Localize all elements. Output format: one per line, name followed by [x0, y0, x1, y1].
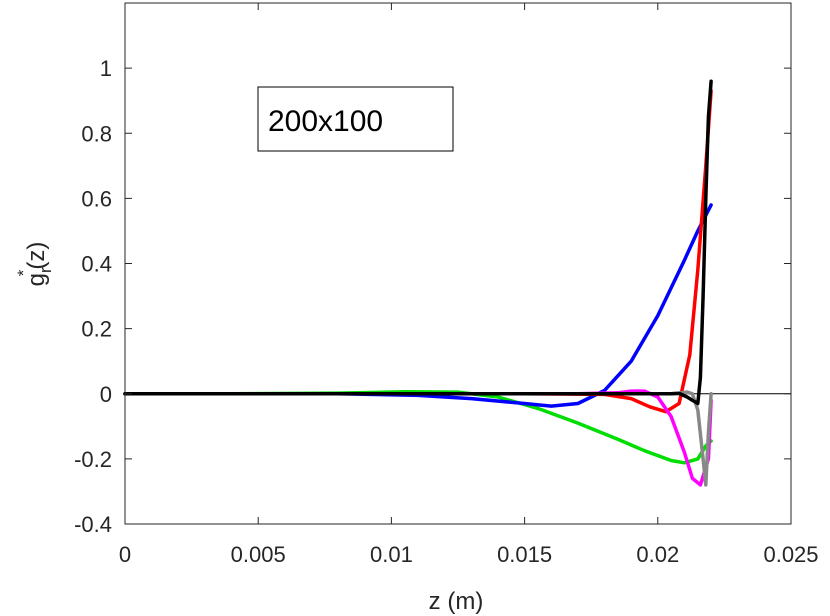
y-axis-label-arg: (z) [23, 242, 50, 270]
y-axis-label-sup: * [14, 269, 33, 276]
x-tick-label-0: 0 [119, 542, 131, 567]
y-ticks: -0.4 -0.2 0 0.2 0.4 0.6 0.8 1 [74, 56, 791, 537]
x-ticks: 0 0.005 0.01 0.015 0.02 0.025 [119, 3, 819, 567]
x-tick-label-3: 0.015 [497, 542, 552, 567]
annotation-box: 200x100 [257, 86, 454, 152]
series-layer [123, 79, 713, 487]
annotation-text: 200x100 [268, 105, 383, 138]
plot-background [125, 3, 791, 524]
y-tick-label-6: 0.8 [81, 121, 112, 146]
y-tick-label-2: 0 [100, 382, 112, 407]
y-axis-label-sub: r [36, 267, 55, 273]
y-tick-label-1: -0.2 [74, 447, 112, 472]
series-line-5 [123, 79, 713, 406]
y-tick-label-0: -0.4 [74, 512, 112, 537]
y-axis-label: gr*(z) [14, 242, 55, 287]
y-tick-label-5: 0.6 [81, 186, 112, 211]
y-tick-label-4: 0.4 [81, 252, 112, 277]
x-tick-label-5: 0.025 [763, 542, 818, 567]
y-axis-label-main: g [23, 273, 50, 286]
svg-text:gr*(z): gr*(z) [14, 242, 55, 287]
x-tick-label-4: 0.02 [636, 542, 679, 567]
x-tick-label-2: 0.01 [370, 542, 413, 567]
y-tick-label-3: 0.2 [81, 317, 112, 342]
y-tick-label-7: 1 [100, 56, 112, 81]
x-tick-label-1: 0.005 [231, 542, 286, 567]
x-axis-label: z (m) [429, 588, 484, 615]
